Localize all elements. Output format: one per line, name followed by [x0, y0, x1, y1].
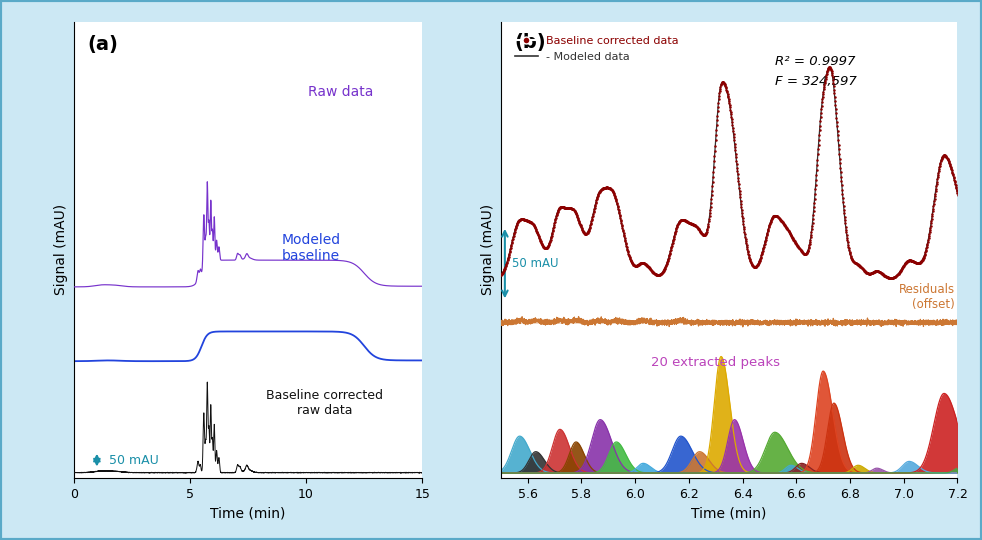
Text: 50 mAU: 50 mAU	[512, 257, 558, 270]
Text: Residuals
(offset): Residuals (offset)	[899, 283, 955, 311]
X-axis label: Time (min): Time (min)	[210, 506, 286, 520]
X-axis label: Time (min): Time (min)	[691, 506, 767, 520]
Text: 20 extracted peaks: 20 extracted peaks	[651, 356, 781, 369]
Text: Raw data: Raw data	[308, 85, 373, 99]
Text: 50 mAU: 50 mAU	[108, 454, 158, 467]
Text: Modeled
baseline: Modeled baseline	[281, 233, 341, 264]
Text: R² = 0.9997: R² = 0.9997	[775, 55, 855, 68]
Text: (a): (a)	[87, 35, 119, 55]
Text: (b): (b)	[515, 33, 546, 52]
Legend: Baseline corrected data, - Modeled data: Baseline corrected data, - Modeled data	[511, 32, 683, 66]
Y-axis label: Signal (mAU): Signal (mAU)	[481, 204, 495, 295]
Text: F = 324,597: F = 324,597	[775, 75, 856, 87]
Y-axis label: Signal (mAU): Signal (mAU)	[54, 204, 68, 295]
Text: Baseline corrected
raw data: Baseline corrected raw data	[266, 389, 383, 417]
